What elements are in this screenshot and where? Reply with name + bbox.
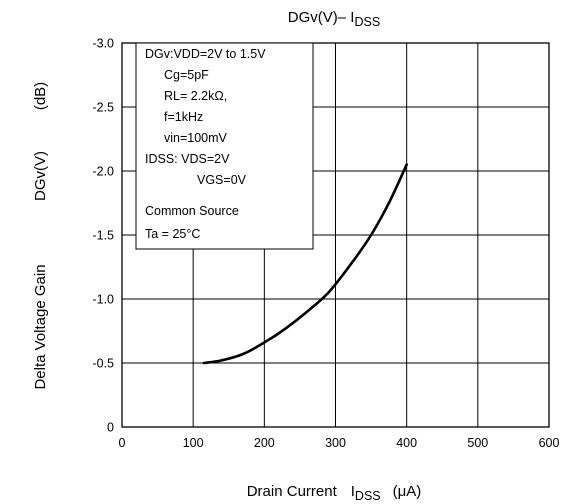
- y-tick-label: 0: [107, 421, 114, 435]
- y-tick-label: -0.5: [92, 357, 114, 371]
- legend-line-7: VGS=0V: [197, 173, 247, 187]
- legend-line-8: Common Source: [145, 204, 239, 218]
- y-axis-label-unit: (dB): [32, 82, 49, 110]
- x-tick-label: 100: [183, 436, 204, 450]
- y-tick-label: -2.0: [92, 165, 114, 179]
- plot-frame: [121, 42, 550, 428]
- y-tick-label: -2.5: [92, 101, 114, 115]
- y-tick-label: -1.5: [92, 229, 114, 243]
- x-tick-label: 400: [396, 436, 417, 450]
- legend-line-5: vin=100mV: [164, 131, 228, 145]
- x-tick-label: 200: [254, 436, 275, 450]
- x-axis-label: Drain Current IDSS (μA): [247, 483, 422, 503]
- legend-line-1: DGv:VDD=2V to 1.5V: [145, 47, 266, 61]
- y-axis-label-symbol: DGv(V): [32, 151, 49, 201]
- x-tick-label: 500: [467, 436, 488, 450]
- y-tick-label: -3.0: [92, 37, 114, 51]
- legend-line-3: RL= 2.2kΩ,: [164, 89, 227, 103]
- tick-labels: 0 100 200 300 400 500 600 0 -0.5 -1.0 -1.5 -2.0 -2.5…: [92, 37, 559, 451]
- legend-line-2: Cg=5pF: [164, 68, 209, 82]
- legend-line-6: IDSS: VDS=2V: [145, 152, 230, 166]
- legend-frame: [135, 42, 314, 250]
- legend-line-9: Ta = 25°C: [145, 227, 200, 241]
- y-axis-label-left: Delta Voltage Gain: [32, 264, 49, 389]
- x-tick-label: 600: [539, 436, 560, 450]
- y-tick-label: -1.0: [92, 293, 114, 307]
- x-tick-label: 0: [119, 436, 126, 450]
- legend-box: DGv:VDD=2V to 1.5V Cg=5pF RL= 2.2kΩ, f=1…: [135, 42, 314, 250]
- chart-title: DGv(V)– IDSS: [288, 9, 380, 29]
- x-tick-label: 300: [325, 436, 346, 450]
- series-line: [202, 163, 408, 365]
- legend-line-4: f=1kHz: [164, 110, 203, 124]
